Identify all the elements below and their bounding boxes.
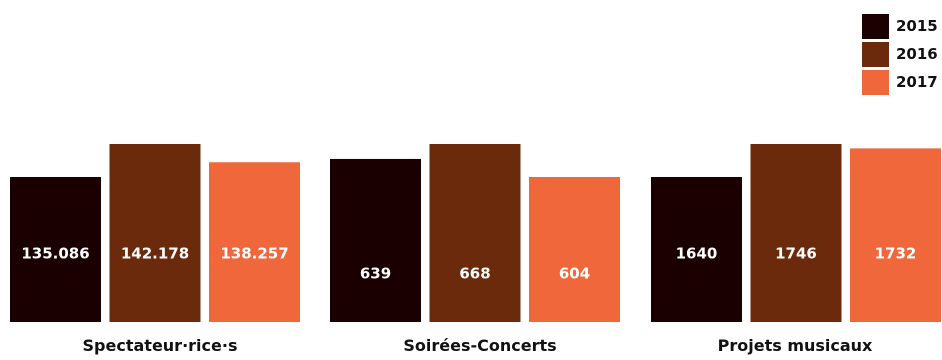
data-label-projets-musicaux-2016: 1746 bbox=[775, 245, 817, 263]
data-label-soirees-concerts-2016: 668 bbox=[459, 265, 490, 283]
legend-swatch-2017 bbox=[862, 69, 889, 95]
data-label-spectateurs-2015: 135.086 bbox=[21, 245, 89, 263]
legend-label-2015: 2015 bbox=[896, 16, 938, 35]
category-label-spectateurs: Spectateur·rice·s bbox=[82, 336, 238, 355]
legend-item-2017: 2017 bbox=[862, 68, 938, 96]
bar-soirees-concerts-2015 bbox=[330, 158, 421, 322]
legend: 2015 2016 2017 bbox=[862, 12, 938, 96]
bar-soirees-concerts-2017 bbox=[529, 177, 620, 322]
bar-projets-musicaux-2015 bbox=[651, 177, 742, 322]
data-label-soirees-concerts-2017: 604 bbox=[559, 265, 590, 283]
bar-projets-musicaux-2017 bbox=[850, 148, 941, 322]
legend-item-2016: 2016 bbox=[862, 40, 938, 68]
legend-swatch-2015 bbox=[862, 13, 889, 39]
bar-projets-musicaux-2016 bbox=[750, 144, 842, 322]
data-label-spectateurs-2016: 142.178 bbox=[121, 245, 189, 263]
bar-spectateurs-2017 bbox=[209, 162, 300, 322]
data-label-projets-musicaux-2017: 1732 bbox=[875, 245, 917, 263]
bar-spectateurs-2016 bbox=[109, 144, 201, 322]
data-label-spectateurs-2017: 138.257 bbox=[220, 245, 288, 263]
legend-item-2015: 2015 bbox=[862, 12, 938, 40]
legend-swatch-2016 bbox=[862, 41, 889, 67]
bar-soirees-concerts-2016 bbox=[429, 144, 521, 322]
bar-spectateurs-2015 bbox=[10, 177, 101, 322]
data-label-soirees-concerts-2015: 639 bbox=[360, 265, 391, 283]
legend-label-2016: 2016 bbox=[896, 44, 938, 63]
legend-label-2017: 2017 bbox=[896, 72, 938, 91]
data-label-projets-musicaux-2015: 1640 bbox=[676, 245, 718, 263]
category-label-projets-musicaux: Projets musicaux bbox=[717, 336, 873, 355]
category-label-soirees-concerts: Soirées-Concerts bbox=[403, 336, 557, 355]
